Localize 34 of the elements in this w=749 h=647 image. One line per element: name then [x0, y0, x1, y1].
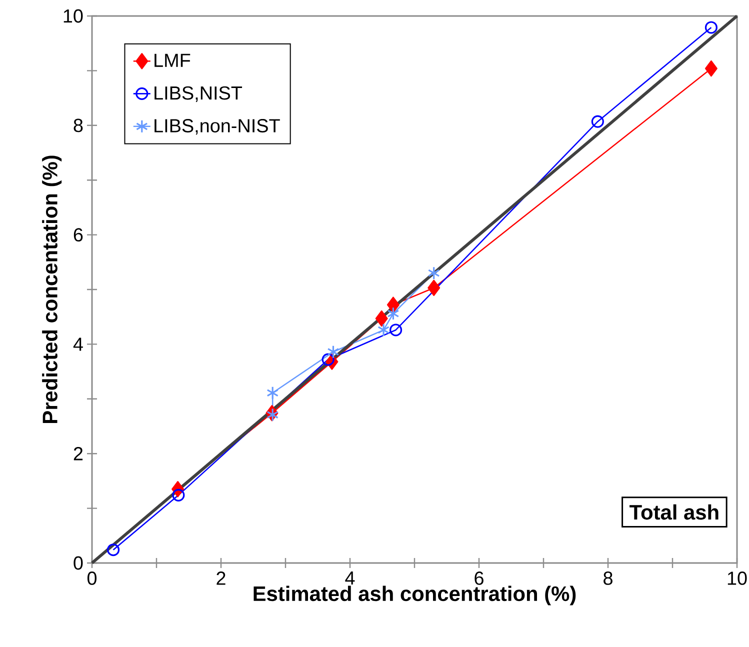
y-tick-label: 8 — [74, 118, 83, 132]
x-tick-label: 2 — [216, 572, 226, 585]
point — [386, 296, 400, 313]
point — [266, 386, 279, 400]
point — [266, 408, 279, 422]
point — [322, 353, 334, 366]
annotation: Total ash — [630, 504, 718, 520]
legend-label: LMF — [154, 54, 190, 67]
point — [704, 60, 718, 77]
y-axis-title: Predicted concentation (%) — [42, 156, 62, 423]
point — [591, 115, 604, 128]
point — [172, 488, 185, 502]
point — [428, 280, 440, 296]
x-tick-label: 10 — [728, 572, 747, 585]
x-tick-label: 0 — [87, 572, 97, 585]
point — [375, 310, 388, 327]
legend-label: LIBS,NIST — [154, 86, 242, 102]
point — [428, 266, 440, 280]
point — [378, 323, 390, 337]
point — [704, 21, 718, 34]
point — [390, 324, 402, 336]
x-tick-label: 4 — [345, 572, 355, 585]
legend-label: LIBS,non-NIST — [154, 119, 280, 135]
x-tick-label: 8 — [604, 572, 612, 585]
y-tick-label: 4 — [73, 338, 83, 351]
point — [327, 345, 340, 359]
point — [107, 544, 120, 556]
x-axis-title: Estimated ash concentration (%) — [254, 586, 576, 606]
y-tick-label: 6 — [74, 228, 83, 242]
x-tick-label: 6 — [474, 572, 484, 585]
point — [387, 306, 400, 320]
y-tick-label: 0 — [74, 556, 83, 570]
y-tick-label: 10 — [64, 9, 83, 23]
y-tick-label: 2 — [74, 446, 83, 460]
